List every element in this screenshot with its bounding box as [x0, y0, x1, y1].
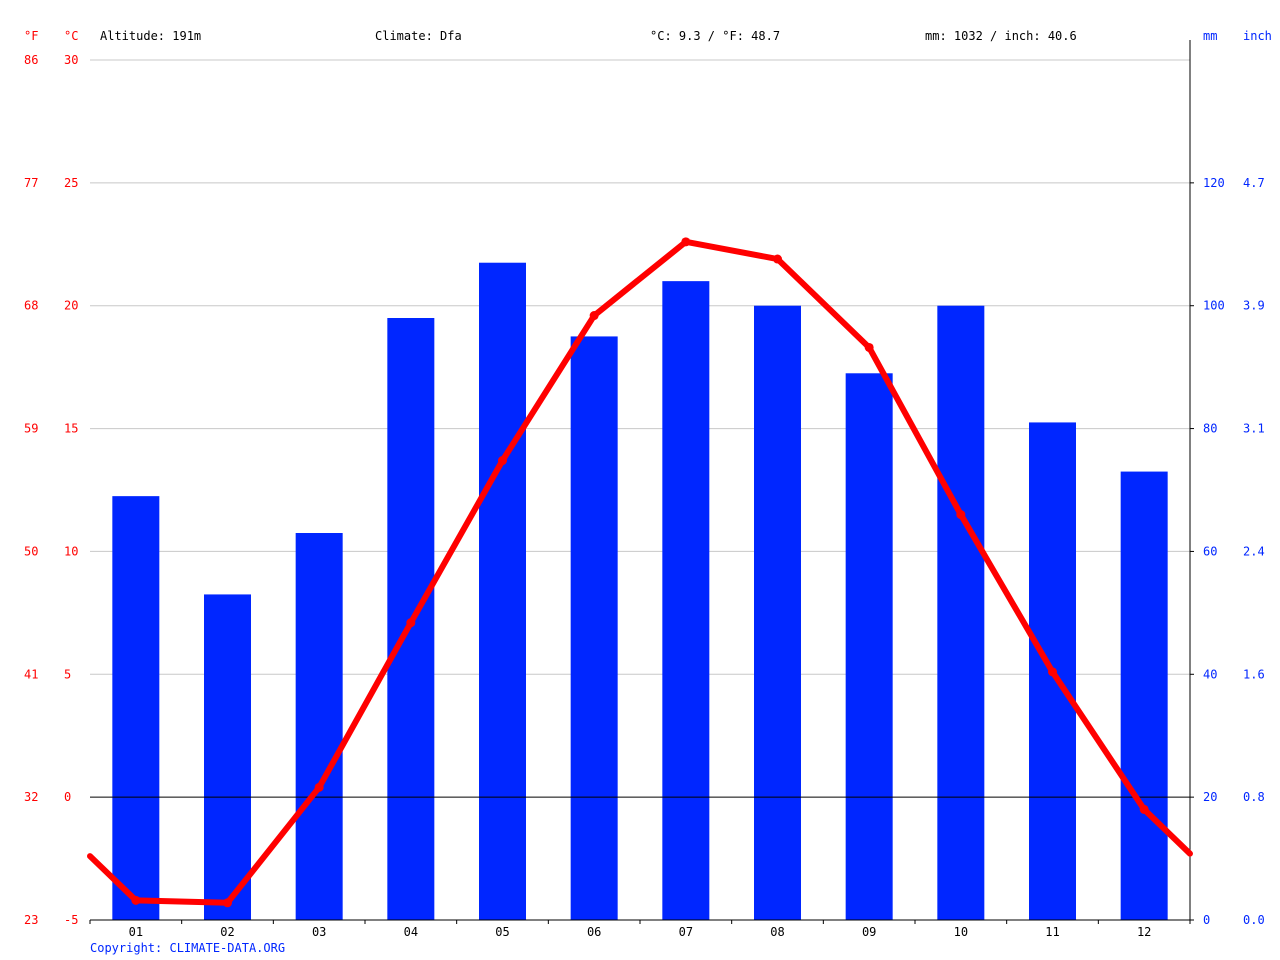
mm-tick-label: 100	[1203, 299, 1225, 313]
temperature-point	[681, 237, 691, 247]
celsius-unit-label: °C	[64, 29, 78, 43]
month-tick-label: 03	[312, 925, 326, 939]
precipitation-bar	[112, 496, 160, 920]
temperature-point	[498, 456, 507, 466]
celsius-tick-label: 0	[64, 790, 71, 804]
inch-tick-label: 2.4	[1243, 544, 1265, 558]
precipitation-bar	[570, 336, 618, 920]
inch-tick-label: 3.1	[1243, 422, 1265, 436]
fahrenheit-tick-label: 41	[24, 667, 38, 681]
inch-unit-label: inch	[1243, 29, 1272, 43]
tick-labels: 23 -5 32 0 41 5 50 10 59 15 68 20 77 25 86 30 0 0.0 20 0.8 4…	[24, 53, 1265, 939]
precipitation-bars	[112, 262, 1168, 921]
temperature-line	[87, 237, 1193, 908]
celsius-tick-label: 15	[64, 422, 78, 436]
axes	[89, 40, 1194, 924]
month-tick-label: 10	[954, 925, 968, 939]
inch-tick-label: 0.8	[1243, 790, 1265, 804]
average-temperature-label: °C: 9.3 / °F: 48.7	[650, 29, 780, 43]
climate-label: Climate: Dfa	[375, 29, 462, 43]
mm-tick-label: 120	[1203, 176, 1225, 190]
precipitation-bar	[754, 305, 801, 920]
precipitation-bar	[1120, 471, 1168, 920]
month-tick-label: 01	[129, 925, 143, 939]
temperature-point	[864, 342, 874, 352]
temperature-point	[773, 254, 782, 264]
fahrenheit-tick-label: 68	[24, 299, 38, 313]
inch-tick-label: 4.7	[1243, 176, 1265, 190]
month-tick-label: 05	[495, 925, 509, 939]
temperature-point	[223, 898, 232, 908]
celsius-tick-label: 5	[64, 667, 71, 681]
celsius-tick-label: 25	[64, 176, 78, 190]
fahrenheit-tick-label: 50	[24, 544, 38, 558]
month-tick-label: 12	[1137, 925, 1151, 939]
precipitation-bar	[937, 305, 985, 920]
mm-tick-label: 60	[1203, 544, 1217, 558]
inch-tick-label: 0.0	[1243, 913, 1265, 927]
fahrenheit-tick-label: 86	[24, 53, 38, 67]
inch-tick-label: 3.9	[1243, 299, 1265, 313]
fahrenheit-tick-label: 23	[24, 913, 38, 927]
mm-tick-label: 20	[1203, 790, 1217, 804]
celsius-tick-label: 30	[64, 53, 78, 67]
month-tick-label: 02	[220, 925, 234, 939]
temperature-polyline	[87, 238, 1193, 906]
month-tick-label: 09	[862, 925, 876, 939]
month-tick-label: 04	[404, 925, 418, 939]
temperature-point	[589, 311, 599, 321]
month-tick-label: 07	[679, 925, 693, 939]
gridlines	[90, 59, 1190, 675]
inch-tick-label: 1.6	[1243, 667, 1265, 681]
celsius-tick-label: -5	[64, 913, 78, 927]
month-tick-label: 08	[770, 925, 784, 939]
temperature-point	[131, 895, 141, 905]
fahrenheit-tick-label: 77	[24, 176, 38, 190]
mm-tick-label: 0	[1203, 913, 1210, 927]
fahrenheit-tick-label: 32	[24, 790, 38, 804]
mm-unit-label: mm	[1203, 29, 1217, 43]
precipitation-bar	[295, 533, 343, 920]
copyright-label: Copyright: CLIMATE-DATA.ORG	[90, 941, 285, 955]
precipitation-bar	[662, 281, 710, 921]
month-tick-label: 06	[587, 925, 601, 939]
mm-tick-label: 80	[1203, 422, 1217, 436]
temperature-point	[314, 782, 324, 792]
temperature-point	[406, 618, 416, 628]
precipitation-bar	[204, 594, 251, 920]
temperature-point	[1139, 804, 1149, 814]
fahrenheit-unit-label: °F	[24, 29, 38, 43]
precipitation-total-label: mm: 1032 / inch: 40.6	[925, 29, 1077, 43]
celsius-tick-label: 20	[64, 299, 78, 313]
month-tick-label: 11	[1045, 925, 1059, 939]
celsius-tick-label: 10	[64, 544, 78, 558]
precipitation-bar	[479, 262, 526, 920]
mm-tick-label: 40	[1203, 667, 1217, 681]
precipitation-bar	[845, 373, 893, 920]
altitude-label: Altitude: 191m	[100, 29, 201, 43]
temperature-point	[1048, 667, 1057, 677]
fahrenheit-tick-label: 59	[24, 422, 38, 436]
temperature-point	[956, 510, 966, 520]
